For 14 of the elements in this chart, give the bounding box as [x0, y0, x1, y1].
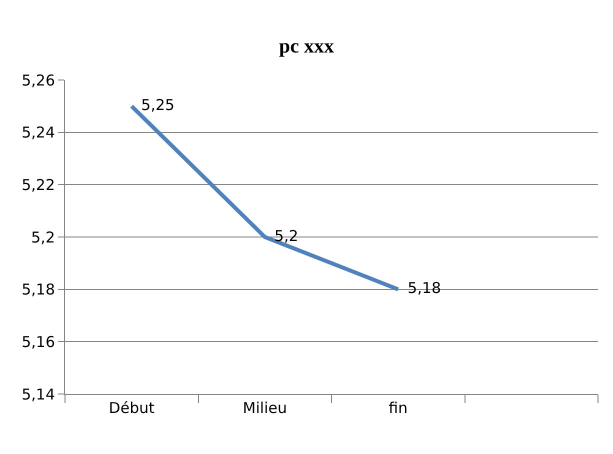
data-label: 5,25 — [132, 96, 175, 114]
data-label: 5,18 — [398, 279, 442, 298]
y-tick-label: 5,14 — [22, 385, 55, 404]
y-tick-label: 5,2 — [31, 228, 55, 246]
data-label: 5,2 — [264, 226, 298, 245]
x-tick-label: fin — [388, 399, 408, 417]
x-tick-label: Début — [108, 399, 155, 417]
y-tick-label: 5,26 — [22, 71, 55, 90]
y-tick-label: 5,18 — [22, 280, 55, 299]
y-tick-label: 5,22 — [22, 176, 55, 194]
y-tick-label: 5,16 — [22, 332, 55, 351]
y-tick-label: 5,24 — [22, 124, 55, 142]
chart-title: pc xxx — [279, 35, 334, 58]
x-tick-label: Milieu — [242, 399, 287, 417]
